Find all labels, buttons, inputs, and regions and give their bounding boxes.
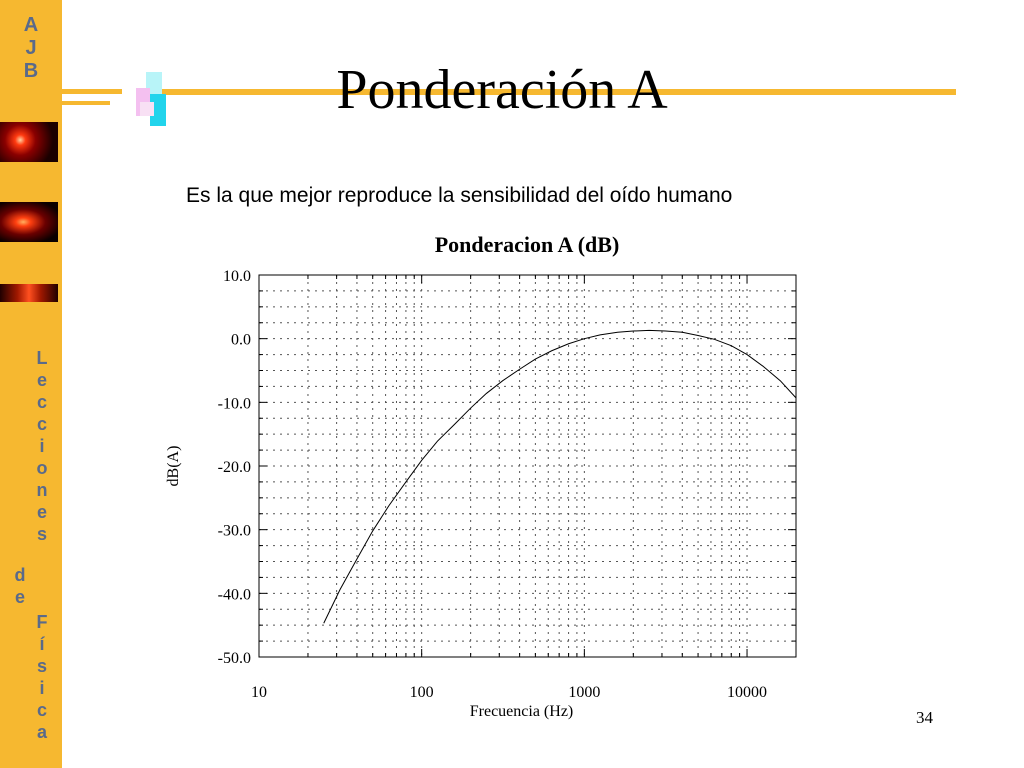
sidebar-letter: e xyxy=(14,587,25,607)
series-line xyxy=(323,329,796,624)
sidebar-letter: e xyxy=(36,502,47,522)
sidebar-letter: F xyxy=(36,612,48,632)
sidebar-letter: s xyxy=(36,524,47,544)
x-tick-label: 1000 xyxy=(568,684,600,701)
y-tick-label: -30.0 xyxy=(218,523,251,540)
chart-title: Ponderacion A (dB) xyxy=(434,232,620,257)
sidebar-letter: B xyxy=(23,60,39,82)
y-tick-label: -10.0 xyxy=(218,395,251,412)
y-tick-label: -40.0 xyxy=(218,586,251,603)
sidebar-letter: o xyxy=(36,458,48,478)
sidebar-letter: c xyxy=(36,700,47,720)
sidebar-letter: s xyxy=(36,656,47,676)
y-tick-label: 0.0 xyxy=(231,332,251,349)
sidebar-letter: í xyxy=(39,634,45,654)
sidebar: A J B L e c c i o n e s d e F í s i c a xyxy=(0,0,62,768)
x-axis-label: Frecuencia (Hz) xyxy=(470,703,574,720)
page-number: 34 xyxy=(916,708,933,727)
sidebar-image-2 xyxy=(0,202,58,242)
sidebar-letter: i xyxy=(39,436,45,456)
sidebar-logo-letters: A J B xyxy=(0,14,62,83)
decorative-squares-icon xyxy=(130,72,170,126)
sidebar-letter: a xyxy=(36,722,47,742)
chart-ticks xyxy=(258,274,797,658)
chart-tick-labels: 10 100 1000 10000 10.0 0.0 -10.0 -20.0 -30.0 -40.… xyxy=(218,268,767,701)
sidebar-letter: n xyxy=(36,480,48,500)
x-tick-label: 100 xyxy=(410,684,434,701)
decorative-bar xyxy=(62,89,122,94)
sidebar-letter: A xyxy=(23,14,39,36)
y-tick-label: -50.0 xyxy=(218,650,251,667)
sidebar-letter: i xyxy=(39,678,45,698)
title-underline-bar xyxy=(156,89,956,95)
sidebar-image-1 xyxy=(0,122,58,162)
sidebar-letter: J xyxy=(25,37,37,59)
slide-title: Ponderación A xyxy=(336,59,668,121)
decorative-bar xyxy=(62,101,110,105)
sidebar-letter: L xyxy=(36,348,48,368)
y-tick-label: -20.0 xyxy=(218,459,251,476)
sidebar-letter: d xyxy=(14,565,26,585)
slide-subtitle: Es la que mejor reproduce la sensibilida… xyxy=(186,184,733,207)
sidebar-letter: c xyxy=(36,392,47,412)
sidebar-letter: c xyxy=(36,414,47,434)
y-axis-label: dB(A) xyxy=(165,446,182,487)
sidebar-letter: e xyxy=(36,370,47,390)
x-tick-label: 10 xyxy=(251,684,267,701)
chart-grid xyxy=(258,274,797,658)
x-tick-label: 10000 xyxy=(727,684,767,701)
sidebar-image-3 xyxy=(0,284,58,302)
y-tick-label: 10.0 xyxy=(223,268,251,285)
